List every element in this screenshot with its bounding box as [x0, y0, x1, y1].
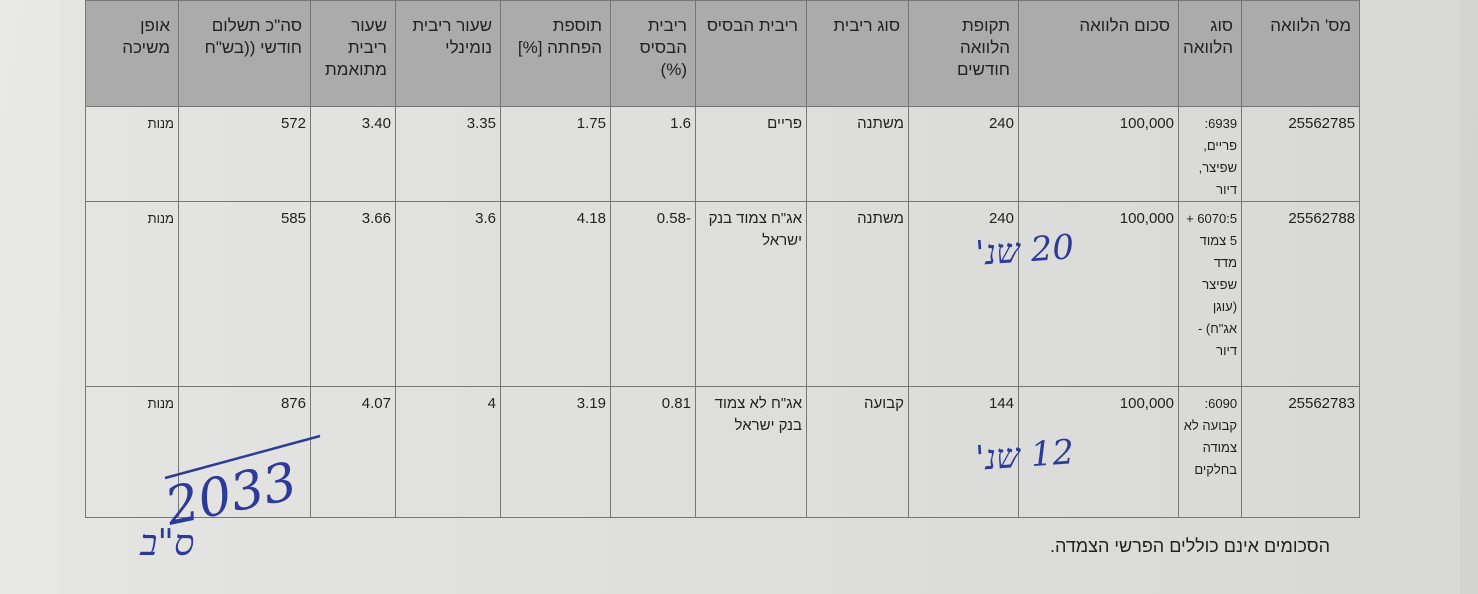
- cell-nominal-rate: 3.6: [395, 201, 501, 387]
- header-loan-amount: סכום הלוואה: [1018, 0, 1179, 107]
- header-nominal-rate: שעור ריבית נומינלי: [395, 0, 501, 107]
- header-withdrawal-method: אופן משיכה: [85, 0, 179, 107]
- cell-monthly-payment: 572: [178, 106, 311, 202]
- header-interest-type: סוג ריבית: [806, 0, 909, 107]
- cell-nominal-rate: 4: [395, 386, 501, 518]
- header-margin: תוספת הפחתה [%]: [500, 0, 611, 107]
- cell-loan-period: 240: [908, 201, 1019, 387]
- header-base-rate: ריבית הבסיס: [695, 0, 807, 107]
- cell-adjusted-rate: 4.07: [310, 386, 396, 518]
- table-header-row: מס' הלוואה סוג הלוואה סכום הלוואה תקופת …: [85, 0, 1361, 107]
- cell-loan-amount: 100,000: [1018, 386, 1179, 518]
- cell-base-rate: אג"ח לא צמוד בנק ישראל: [695, 386, 807, 518]
- cell-loan-period: 240: [908, 106, 1019, 202]
- table-row: 25562788 6070:5 + 5 צמוד מדד שפיצר (עוגן…: [85, 201, 1361, 387]
- cell-base-rate-pct: 1.6: [610, 106, 696, 202]
- cell-nominal-rate: 3.35: [395, 106, 501, 202]
- cell-loan-type: 6070:5 + 5 צמוד מדד שפיצר (עוגן אג"ח) - …: [1177, 201, 1243, 387]
- cell-loan-type: 6939: פריים, שפיצר, דיור: [1177, 106, 1243, 202]
- cell-loan-number: 25562788: [1241, 201, 1361, 387]
- cell-withdrawal-method: מנות: [85, 106, 179, 202]
- cell-base-rate: פריים: [695, 106, 807, 202]
- cell-margin: 3.19: [500, 386, 611, 518]
- cell-loan-amount: 100,000: [1018, 106, 1179, 202]
- header-loan-type: סוג הלוואה: [1177, 0, 1243, 107]
- cell-withdrawal-method: מנות: [85, 201, 179, 387]
- cell-interest-type: משתנה: [806, 106, 909, 202]
- cell-loan-amount: 100,000: [1018, 201, 1179, 387]
- cell-loan-type: 6090: קבועה לא צמודה בחלקים: [1177, 386, 1243, 518]
- header-loan-period: תקופת הלוואה חודשים: [908, 0, 1019, 107]
- cell-interest-type: קבועה: [806, 386, 909, 518]
- cell-base-rate-pct: 0.81: [610, 386, 696, 518]
- cell-interest-type: משתנה: [806, 201, 909, 387]
- cell-loan-number: 25562785: [1241, 106, 1361, 202]
- cell-margin: 1.75: [500, 106, 611, 202]
- cell-monthly-payment: 585: [178, 201, 311, 387]
- cell-adjusted-rate: 3.40: [310, 106, 396, 202]
- table-row: 25562785 6939: פריים, שפיצר, דיור 100,00…: [85, 106, 1361, 202]
- header-loan-number: מס' הלוואה: [1241, 0, 1361, 107]
- cell-withdrawal-method: מנות: [85, 386, 179, 518]
- cell-loan-period: 144: [908, 386, 1019, 518]
- cell-base-rate-pct: -0.58: [610, 201, 696, 387]
- header-adjusted-rate: שעור ריבית מתואמת: [310, 0, 396, 107]
- cell-monthly-payment: 876: [178, 386, 311, 518]
- cell-base-rate: אג"ח צמוד בנק ישראל: [695, 201, 807, 387]
- loans-table: מס' הלוואה סוג הלוואה סכום הלוואה תקופת …: [85, 0, 1361, 518]
- header-base-rate-pct: ריבית הבסיס (%): [610, 0, 696, 107]
- cell-margin: 4.18: [500, 201, 611, 387]
- footer-note: הסכומים אינם כוללים הפרשי הצמדה.: [1049, 536, 1330, 556]
- table-row: 25562783 6090: קבועה לא צמודה בחלקים 100…: [85, 386, 1361, 518]
- cell-adjusted-rate: 3.66: [310, 201, 396, 387]
- cell-loan-number: 25562783: [1241, 386, 1361, 518]
- header-monthly-payment: סה"כ תשלום חודשי ((בש"ח: [178, 0, 311, 107]
